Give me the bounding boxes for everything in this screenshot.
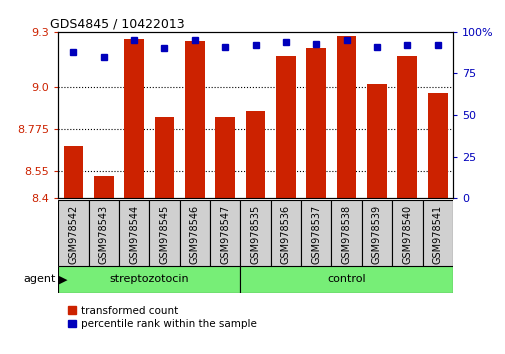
Bar	[367, 84, 386, 198]
Text: GSM978542: GSM978542	[68, 205, 78, 264]
Bar	[270, 200, 300, 266]
Bar	[149, 200, 179, 266]
Bar	[336, 35, 356, 198]
Text: GSM978535: GSM978535	[250, 205, 260, 264]
Text: GSM978538: GSM978538	[341, 205, 351, 264]
Text: GSM978544: GSM978544	[129, 205, 139, 264]
Text: streptozotocin: streptozotocin	[109, 274, 189, 285]
Bar	[179, 200, 210, 266]
Bar	[124, 39, 144, 198]
Bar	[391, 200, 422, 266]
Bar	[58, 200, 88, 266]
Text: GSM978546: GSM978546	[189, 205, 199, 264]
Text: control: control	[327, 274, 365, 285]
Text: GSM978543: GSM978543	[98, 205, 109, 264]
Bar	[245, 112, 265, 198]
Bar	[64, 147, 83, 198]
Bar	[306, 48, 326, 198]
Bar	[300, 200, 331, 266]
Bar	[276, 56, 295, 198]
Text: GSM978540: GSM978540	[401, 205, 412, 264]
Text: ▶: ▶	[59, 274, 68, 285]
Bar	[185, 41, 204, 198]
Bar	[210, 200, 240, 266]
Text: GSM978537: GSM978537	[311, 205, 321, 264]
Text: GDS4845 / 10422013: GDS4845 / 10422013	[50, 18, 184, 31]
Bar	[119, 200, 149, 266]
Text: GSM978539: GSM978539	[371, 205, 381, 264]
Bar	[215, 117, 235, 198]
Bar	[58, 266, 240, 293]
Text: GSM978545: GSM978545	[159, 205, 169, 264]
Text: agent: agent	[23, 274, 56, 285]
Bar	[397, 56, 417, 198]
Text: GSM978536: GSM978536	[280, 205, 290, 264]
Bar	[427, 93, 447, 198]
Text: GSM978541: GSM978541	[432, 205, 442, 264]
Bar	[94, 176, 114, 198]
Bar	[361, 200, 391, 266]
Bar	[155, 117, 174, 198]
Bar	[331, 200, 361, 266]
Bar	[240, 266, 452, 293]
Bar	[240, 200, 270, 266]
Bar	[422, 200, 452, 266]
Bar	[88, 200, 119, 266]
Legend: transformed count, percentile rank within the sample: transformed count, percentile rank withi…	[63, 302, 261, 333]
Text: GSM978547: GSM978547	[220, 205, 230, 264]
